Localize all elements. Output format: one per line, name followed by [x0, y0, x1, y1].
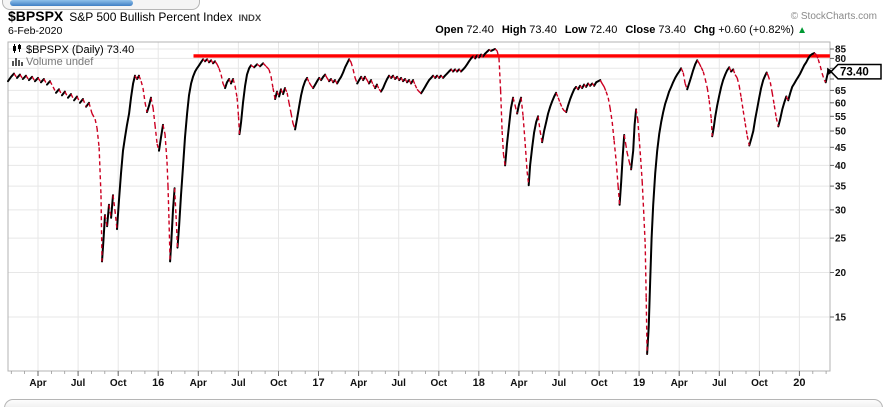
y-tick-label: 60 — [835, 98, 847, 109]
exchange-label: INDX — [238, 13, 262, 24]
x-tick-label: Apr — [510, 378, 527, 389]
x-tick-label: 19 — [633, 377, 645, 389]
open-value: 72.40 — [466, 24, 494, 36]
x-tick-label: Apr — [671, 378, 688, 389]
y-tick-label: 30 — [835, 205, 847, 216]
top-toolbar-button-highlight[interactable] — [10, 0, 133, 6]
close-label: Close — [625, 24, 656, 36]
volume-bars-icon — [12, 57, 23, 69]
low-label: Low — [564, 24, 587, 36]
y-tick-label: 85 — [835, 45, 847, 56]
x-tick-label: 17 — [312, 377, 324, 389]
y-tick-label: 15 — [835, 313, 847, 324]
price-line-down-segments — [13, 48, 827, 355]
volume-legend-label: Volume undef — [26, 56, 94, 68]
copyright-label: © StockCharts.com — [790, 11, 877, 22]
y-tick-label: 55 — [835, 112, 847, 123]
change-label: Chg — [693, 24, 716, 36]
x-tick-label: Jul — [712, 378, 727, 389]
plot-border — [7, 41, 831, 372]
series-legend: $BPSPX (Daily) 73.40 — [12, 44, 134, 57]
chart-title-row: $BPSPX S&P 500 Bullish Percent Index INDX — [8, 8, 261, 26]
last-price-box — [829, 63, 882, 80]
volume-legend: Volume undef — [12, 56, 93, 69]
close-value: 73.40 — [658, 24, 686, 36]
y-tick-label: 25 — [835, 234, 847, 245]
price-line-up-segments — [7, 48, 830, 355]
index-name-label: S&P 500 Bullish Percent Index — [69, 10, 233, 24]
y-tick-label: 40 — [835, 161, 847, 172]
y-tick-label: 45 — [835, 143, 847, 154]
x-tick-label: 20 — [793, 377, 805, 389]
x-tick-label: 16 — [152, 377, 164, 389]
quote-date-label: 6-Feb-2020 — [8, 25, 63, 37]
y-tick-label: 20 — [835, 268, 847, 279]
symbol-label: $BPSPX — [8, 8, 64, 24]
y-tick-label: 65 — [835, 86, 847, 97]
last-price-label: 73.40 — [840, 67, 869, 79]
up-arrow-icon: ▲ — [797, 25, 807, 36]
x-tick-label: Oct — [270, 378, 287, 389]
high-label: High — [501, 24, 527, 36]
y-tick-label: 50 — [835, 127, 847, 138]
ohlc-quote-row: Open 72.40 High 73.40 Low 72.40 Close 73.40 Chg +… — [435, 24, 807, 36]
x-tick-label: Jul — [391, 378, 406, 389]
x-tick-label: Apr — [29, 378, 46, 389]
bottom-panel-edge[interactable] — [4, 399, 883, 407]
x-tick-label: Oct — [110, 378, 127, 389]
x-tick-label: Jul — [231, 378, 246, 389]
x-tick-label: Oct — [751, 378, 768, 389]
low-value: 72.40 — [589, 24, 618, 36]
x-tick-label: Jul — [71, 378, 86, 389]
y-tick-label: 35 — [835, 182, 847, 193]
candlestick-icon — [12, 44, 23, 57]
x-tick-label: Apr — [190, 378, 207, 389]
high-value: 73.40 — [529, 24, 557, 36]
open-label: Open — [435, 24, 464, 36]
x-tick-label: Oct — [430, 378, 447, 389]
series-legend-label: $BPSPX (Daily) 73.40 — [26, 44, 135, 56]
x-tick-label: Apr — [350, 378, 367, 389]
x-tick-label: Oct — [591, 378, 608, 389]
y-tick-label: 80 — [835, 54, 847, 65]
x-tick-label: 18 — [473, 377, 485, 389]
x-tick-label: Jul — [552, 378, 567, 389]
change-value: +0.60 (+0.82%) — [718, 24, 795, 36]
